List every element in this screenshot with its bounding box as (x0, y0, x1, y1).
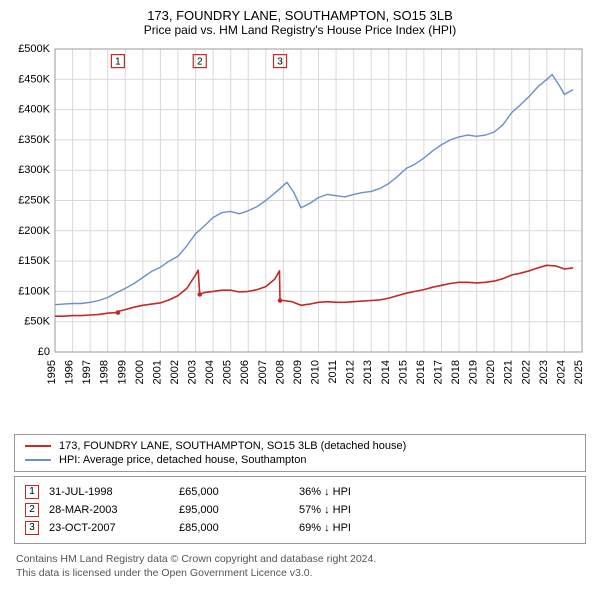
legend-label: HPI: Average price, detached house, Sout… (59, 454, 306, 466)
attribution-line1: Contains HM Land Registry data © Crown c… (16, 552, 584, 566)
legend-swatch (25, 445, 51, 447)
svg-text:£300K: £300K (18, 164, 50, 176)
svg-text:2002: 2002 (169, 360, 181, 384)
svg-text:2004: 2004 (204, 360, 216, 384)
svg-text:2003: 2003 (187, 360, 199, 384)
svg-text:£400K: £400K (18, 104, 50, 116)
svg-text:2005: 2005 (222, 360, 234, 384)
svg-text:£350K: £350K (18, 134, 50, 146)
svg-text:2022: 2022 (520, 360, 532, 384)
legend-row: HPI: Average price, detached house, Sout… (25, 453, 575, 467)
chart-title: 173, FOUNDRY LANE, SOUTHAMPTON, SO15 3LB (10, 8, 590, 23)
svg-text:1996: 1996 (64, 360, 76, 384)
transaction-delta: 57% ↓ HPI (299, 504, 351, 516)
legend-row: 173, FOUNDRY LANE, SOUTHAMPTON, SO15 3LB… (25, 439, 575, 453)
svg-text:2014: 2014 (380, 360, 392, 384)
legend: 173, FOUNDRY LANE, SOUTHAMPTON, SO15 3LB… (14, 434, 586, 472)
svg-text:2009: 2009 (292, 360, 304, 384)
transaction-date: 23-OCT-2007 (49, 522, 169, 534)
svg-text:£500K: £500K (18, 43, 50, 55)
transaction-price: £65,000 (179, 486, 289, 498)
transaction-row: 1 31-JUL-1998 £65,000 36% ↓ HPI (25, 483, 575, 501)
legend-label: 173, FOUNDRY LANE, SOUTHAMPTON, SO15 3LB… (59, 440, 406, 452)
transaction-marker: 1 (25, 485, 39, 499)
svg-text:2012: 2012 (345, 360, 357, 384)
svg-text:1999: 1999 (116, 360, 128, 384)
svg-text:£200K: £200K (18, 225, 50, 237)
svg-text:£0: £0 (38, 346, 50, 358)
svg-text:2020: 2020 (485, 360, 497, 384)
svg-text:£150K: £150K (18, 255, 50, 267)
svg-text:2010: 2010 (310, 360, 322, 384)
svg-text:2006: 2006 (239, 360, 251, 384)
transaction-date: 31-JUL-1998 (49, 486, 169, 498)
transaction-row: 3 23-OCT-2007 £85,000 69% ↓ HPI (25, 519, 575, 537)
chart-subtitle: Price paid vs. HM Land Registry's House … (10, 23, 590, 37)
transaction-price: £95,000 (179, 504, 289, 516)
chart-area: £0 £50K £100K £150K £200K £250K £300K £350K £400… (10, 43, 590, 428)
svg-text:2016: 2016 (415, 360, 427, 384)
line-chart: £0 £50K £100K £150K £200K £250K £300K £350K £400… (10, 43, 590, 388)
transaction-delta: 36% ↓ HPI (299, 486, 351, 498)
svg-text:£100K: £100K (18, 285, 50, 297)
svg-text:2019: 2019 (468, 360, 480, 384)
transactions-panel: 1 31-JUL-1998 £65,000 36% ↓ HPI 2 28-MAR-2003… (14, 476, 586, 544)
transaction-marker: 2 (25, 503, 39, 517)
svg-text:2017: 2017 (432, 360, 444, 384)
svg-text:2008: 2008 (274, 360, 286, 384)
transaction-delta: 69% ↓ HPI (299, 522, 351, 534)
transaction-date: 28-MAR-2003 (49, 504, 169, 516)
svg-text:2024: 2024 (555, 360, 567, 384)
svg-text:2007: 2007 (257, 360, 269, 384)
svg-text:2018: 2018 (450, 360, 462, 384)
svg-text:2023: 2023 (538, 360, 550, 384)
attribution: Contains HM Land Registry data © Crown c… (10, 548, 590, 584)
svg-text:2025: 2025 (573, 360, 585, 384)
svg-text:£50K: £50K (24, 316, 50, 328)
svg-text:2011: 2011 (327, 360, 339, 384)
svg-text:2015: 2015 (397, 360, 409, 384)
legend-swatch (25, 459, 51, 461)
svg-text:2: 2 (197, 56, 203, 67)
attribution-line2: This data is licensed under the Open Gov… (16, 566, 584, 580)
transaction-price: £85,000 (179, 522, 289, 534)
svg-text:3: 3 (277, 56, 283, 67)
svg-text:£450K: £450K (18, 73, 50, 85)
svg-text:2001: 2001 (151, 360, 163, 384)
svg-text:2013: 2013 (362, 360, 374, 384)
svg-text:1: 1 (115, 56, 121, 67)
svg-text:2000: 2000 (134, 360, 146, 384)
transaction-row: 2 28-MAR-2003 £95,000 57% ↓ HPI (25, 501, 575, 519)
svg-text:2021: 2021 (503, 360, 515, 384)
svg-text:1997: 1997 (81, 360, 93, 384)
svg-text:£250K: £250K (18, 195, 50, 207)
svg-text:1998: 1998 (99, 360, 111, 384)
transaction-marker: 3 (25, 521, 39, 535)
svg-text:1995: 1995 (46, 360, 58, 384)
